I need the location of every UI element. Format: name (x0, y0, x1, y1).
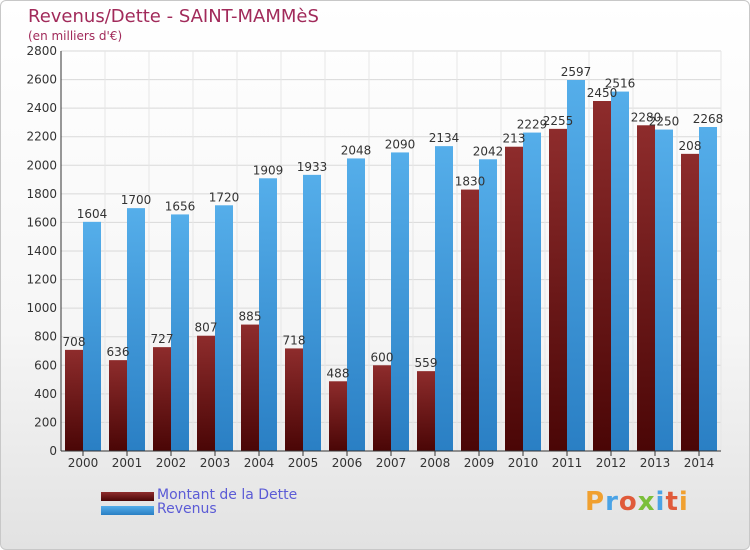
bar-revenus (435, 146, 453, 451)
bar-revenus (611, 91, 629, 452)
chart-title: Revenus/Dette - SAINT-MAMMèS (28, 6, 319, 27)
y-tick-label: 2800 (26, 44, 57, 58)
data-label: 2042 (473, 144, 504, 158)
legend-label-dette: Montant de la Dette (157, 487, 298, 503)
y-tick-label: 1400 (26, 244, 57, 258)
y-tick-label: 1800 (26, 187, 57, 201)
y-tick-label: 2000 (26, 158, 57, 172)
y-tick-label: 1200 (26, 273, 57, 287)
bar-dette (329, 381, 347, 451)
data-label: 2255 (543, 114, 574, 128)
legend-label-revenus: Revenus (157, 501, 217, 517)
data-label: 600 (371, 350, 394, 364)
data-label: 2268 (693, 112, 724, 126)
data-label: 807 (195, 321, 218, 335)
y-tick-label: 400 (34, 387, 57, 401)
x-tick-label: 2007 (376, 456, 407, 470)
y-tick-label: 200 (34, 415, 57, 429)
data-label: 2597 (561, 65, 592, 79)
x-tick-label: 2010 (508, 456, 539, 470)
x-tick-label: 2005 (288, 456, 319, 470)
bar-revenus (567, 80, 585, 451)
bar-dette (593, 101, 611, 451)
bar-revenus (347, 158, 365, 451)
data-label: 1933 (297, 160, 328, 174)
data-label: 727 (151, 332, 174, 346)
x-tick-label: 2013 (640, 456, 671, 470)
bar-revenus (655, 129, 673, 452)
bar-revenus (699, 127, 717, 451)
bar-dette (373, 365, 391, 451)
x-tick-label: 2003 (200, 456, 231, 470)
x-tick-label: 2002 (156, 456, 187, 470)
bar-dette (637, 125, 655, 452)
bar-dette (109, 360, 127, 451)
x-tick-label: 2000 (68, 456, 99, 470)
y-tick-label: 0 (49, 444, 57, 458)
x-tick-label: 2004 (244, 456, 275, 470)
bar-dette (549, 128, 567, 451)
x-tick-label: 2008 (420, 456, 451, 470)
data-label: 885 (239, 310, 262, 324)
bar-dette (197, 335, 215, 451)
data-label: 2090 (385, 137, 416, 151)
x-tick-label: 2012 (596, 456, 627, 470)
bar-revenus (215, 205, 233, 451)
bar-dette (65, 349, 83, 451)
chart-subtitle: (en milliers d'€) (28, 29, 123, 43)
data-label: 636 (107, 345, 130, 359)
data-label: 2229 (517, 118, 548, 132)
data-label: 2280 (631, 110, 662, 124)
x-tick-label: 2011 (552, 456, 583, 470)
bar-dette (417, 371, 435, 451)
proxiti-logo: Proxiti (585, 487, 689, 517)
x-tick-label: 2001 (112, 456, 143, 470)
bar-revenus (83, 221, 101, 451)
x-tick-label: 2006 (332, 456, 363, 470)
y-tick-label: 1600 (26, 215, 57, 229)
bar-revenus (259, 178, 277, 452)
data-label: 488 (327, 366, 350, 380)
y-tick-label: 800 (34, 330, 57, 344)
data-label: 2048 (341, 143, 372, 157)
data-label: 1830 (455, 175, 486, 189)
data-label: 1604 (77, 207, 108, 221)
bar-revenus (391, 152, 409, 451)
bar-revenus (171, 214, 189, 451)
data-label: 1656 (165, 199, 196, 213)
bar-revenus (523, 132, 541, 452)
bar-revenus (479, 159, 497, 452)
legend-swatch-revenus (101, 506, 154, 515)
bar-dette (505, 146, 523, 451)
data-label: 2450 (587, 86, 618, 100)
bar-revenus (303, 174, 321, 451)
data-label: 208 (679, 139, 702, 153)
data-label: 708 (63, 335, 86, 349)
y-tick-label: 2600 (26, 73, 57, 87)
data-label: 1700 (121, 193, 152, 207)
data-label: 1720 (209, 190, 240, 204)
bar-revenus (127, 208, 145, 451)
data-label: 2134 (429, 131, 460, 145)
x-tick-label: 2009 (464, 456, 495, 470)
data-label: 213 (503, 132, 526, 146)
data-label: 559 (415, 356, 438, 370)
bar-dette (285, 348, 303, 451)
y-tick-label: 600 (34, 358, 57, 372)
data-label: 1909 (253, 163, 284, 177)
bar-dette (681, 153, 699, 451)
data-label: 2516 (605, 77, 636, 91)
y-tick-label: 2400 (26, 101, 57, 115)
y-tick-label: 2200 (26, 130, 57, 144)
data-label: 2250 (649, 115, 680, 129)
data-label: 718 (283, 333, 306, 347)
bar-dette (461, 189, 479, 452)
x-tick-label: 2014 (684, 456, 715, 470)
legend-swatch-dette (101, 492, 154, 501)
bar-dette (241, 324, 259, 451)
bar-dette (153, 347, 171, 451)
y-tick-label: 1000 (26, 301, 57, 315)
